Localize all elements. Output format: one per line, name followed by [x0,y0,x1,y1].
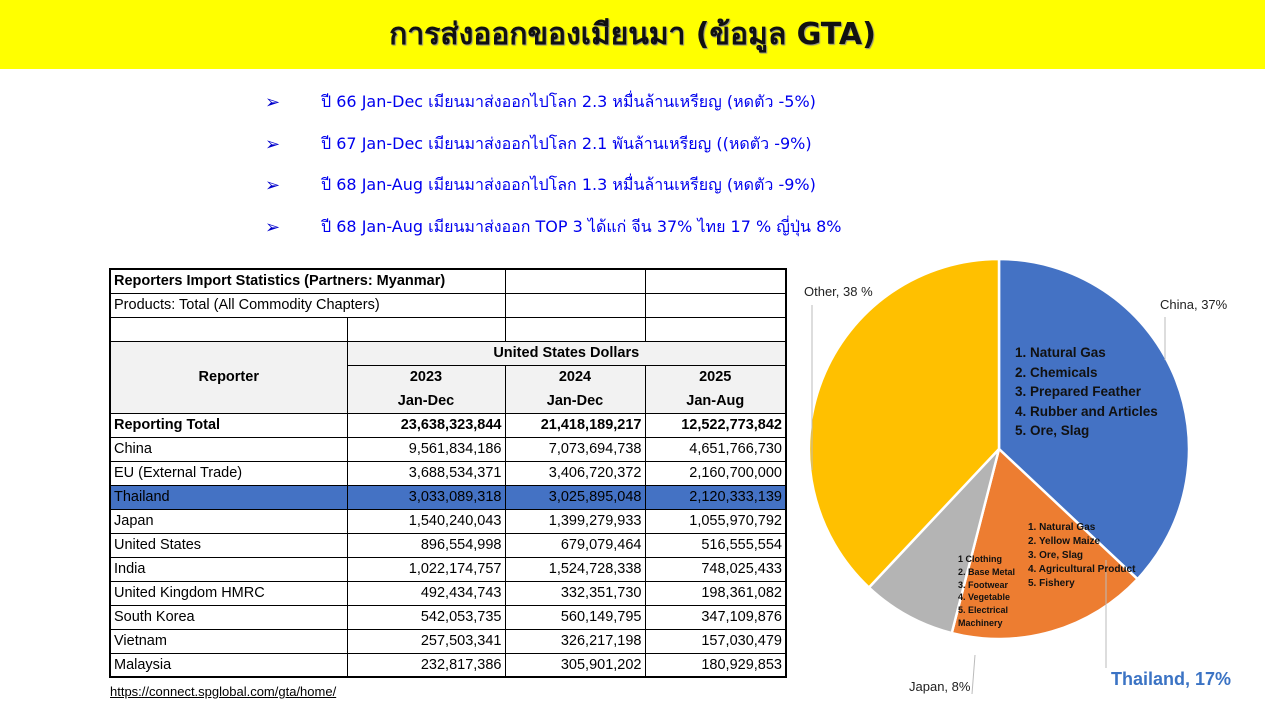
pie-slice-thailand [950,446,1140,641]
year-header: 2024 [504,364,646,389]
reporter-cell: India [109,556,348,582]
product-item: 4. Agricultural Product [1028,564,1136,575]
product-item: 3. Footwear [958,579,1009,590]
slice-label-other: Other, 38 % [804,284,873,299]
table-row: Vietnam 257,503,341 326,217,198 157,030,479 [109,628,787,654]
reporter-header: Reporter [109,340,348,414]
product-item: 2. Base Metal [958,566,1016,577]
product-item: 5. Fishery [1028,578,1075,589]
product-item: 3. Ore, Slag [1028,550,1084,561]
value-cell: 198,361,082 [644,580,787,606]
product-item: 2. Yellow Maize [1028,536,1101,547]
slice-label-japan: Japan, 8% [909,679,971,694]
currency-header: United States Dollars [346,340,787,366]
product-item: 5. Electrical [958,605,1009,616]
pie-slice-japan [867,448,1001,635]
reporter-cell: South Korea [109,604,348,630]
value-cell: 21,418,189,217 [504,412,646,438]
period-header: Jan-Aug [644,389,787,414]
title-banner: การส่งออกของเมียนมา (ข้อมูล GTA) [0,0,1265,69]
value-cell: 1,399,279,933 [504,508,646,534]
slice-products-japan: 1 Clothing 2. Base Metal 3. Footwear 4. Veg… [958,553,1015,630]
value-cell: 347,109,876 [644,604,787,630]
arrowhead-icon: ➢ [265,133,281,155]
bullet-list: ➢ ปี 66 Jan-Dec เมียนมาส่งออกไปโลก 2.3 หม… [265,82,841,248]
product-item: 2. Chemicals [1015,364,1098,380]
source-link[interactable]: https://connect.spglobal.com/gta/home/ [110,684,337,699]
value-cell: 12,522,773,842 [644,412,787,438]
bullet-text: ปี 68 Jan-Aug เมียนมาส่งออก TOP 3 ได้แก่… [321,216,842,236]
value-cell: 157,030,479 [644,628,787,654]
arrowhead-icon: ➢ [265,216,281,238]
import-statistics-table: Reporters Import Statistics (Partners: M… [109,268,787,678]
product-item: 1. Natural Gas [1028,522,1096,533]
value-cell: 23,638,323,844 [346,412,506,438]
table-row: South Korea 542,053,735 560,149,795 347,109… [109,604,787,630]
product-item: 3. Prepared Feather [1015,384,1142,399]
bullet-text: ปี 66 Jan-Dec เมียนมาส่งออกไปโลก 2.3 หมื… [321,92,816,112]
bullet-item: ➢ ปี 67 Jan-Dec เมียนมาส่งออกไปโลก 2.1 พั… [265,124,841,166]
value-cell: 257,503,341 [346,628,506,654]
table-row: United States 896,554,998 679,079,464 516,5… [109,532,787,558]
product-item: 1. Natural Gas [1015,345,1106,360]
value-cell: 1,524,728,338 [504,556,646,582]
arrowhead-icon: ➢ [265,175,281,197]
value-cell: 516,555,554 [644,532,787,558]
value-cell: 3,033,089,318 [346,484,506,510]
product-item: Machinery [958,617,1003,628]
leader-line [971,654,976,695]
arrowhead-icon: ➢ [265,92,281,114]
pie-slice-other [807,257,1001,590]
slice-products-thailand: 1. Natural Gas 2. Yellow Maize 3. Ore, Sla… [1028,521,1135,591]
table-row: China 9,561,834,186 7,073,694,738 4,651,766… [109,436,787,462]
product-item: 1 Clothing [958,554,1002,564]
bullet-text: ปี 67 Jan-Dec เมียนมาส่งออกไปโลก 2.1 พัน… [321,133,812,153]
value-cell: 180,929,853 [644,652,787,678]
value-cell: 1,022,174,757 [346,556,506,582]
bullet-item: ➢ ปี 66 Jan-Dec เมียนมาส่งออกไปโลก 2.3 หม… [265,82,841,124]
table-row: Japan 1,540,240,043 1,399,279,933 1,055,970… [109,508,787,534]
value-cell: 1,055,970,792 [644,508,787,534]
reporter-cell: Malaysia [109,652,348,678]
table-row: Reporting Total 23,638,323,844 21,418,189,… [109,412,787,438]
table-products: Products: Total (All Commodity Chapters) [109,292,506,318]
table-row: Malaysia 232,817,386 305,901,202 180,929,85… [109,652,787,678]
product-item: 5. Ore, Slag [1015,423,1090,438]
value-cell: 896,554,998 [346,532,506,558]
value-cell: 492,434,743 [346,580,506,606]
bullet-item: ➢ ปี 68 Jan-Aug เมียนมาส่งออก TOP 3 ได้แก… [265,207,841,249]
value-cell: 2,160,700,000 [644,460,787,486]
period-header: Jan-Dec [346,389,506,414]
product-item: 4. Vegetable [958,592,1011,603]
table-row: EU (External Trade) 3,688,534,371 3,406,72… [109,460,787,486]
slice-label-china: China, 37% [1160,297,1228,312]
bullet-text: ปี 68 Jan-Aug เมียนมาส่งออกไปโลก 1.3 หมื… [321,175,816,195]
value-cell: 679,079,464 [504,532,646,558]
value-cell: 326,217,198 [504,628,646,654]
slice-label-thailand: Thailand, 17% [1111,669,1232,689]
slice-products-china: 1. Natural Gas 2. Chemicals 3. Prepared Fe… [1015,343,1158,441]
pie-slice-china [997,257,1191,581]
value-cell: 542,053,735 [346,604,506,630]
bullet-item: ➢ ปี 68 Jan-Aug เมียนมาส่งออกไปโลก 1.3 หม… [265,165,841,207]
value-cell: 232,817,386 [346,652,506,678]
product-item: 4. Rubber and Articles [1015,403,1158,419]
value-cell: 2,120,333,139 [644,484,787,510]
year-header: 2025 [644,364,787,389]
page-title: การส่งออกของเมียนมา (ข้อมูล GTA) [389,17,876,52]
year-header: 2023 [346,364,506,389]
value-cell: 305,901,202 [504,652,646,678]
value-cell: 3,025,895,048 [504,484,646,510]
